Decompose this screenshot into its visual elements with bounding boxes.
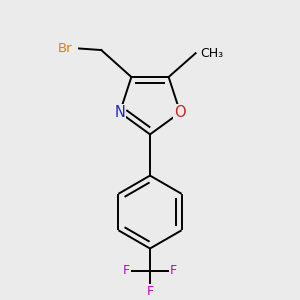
Text: F: F — [146, 285, 154, 298]
Text: O: O — [174, 105, 186, 120]
Text: Br: Br — [58, 42, 73, 55]
Text: CH₃: CH₃ — [200, 47, 224, 60]
Text: F: F — [170, 264, 177, 277]
Text: F: F — [123, 264, 130, 277]
Text: N: N — [114, 105, 125, 120]
